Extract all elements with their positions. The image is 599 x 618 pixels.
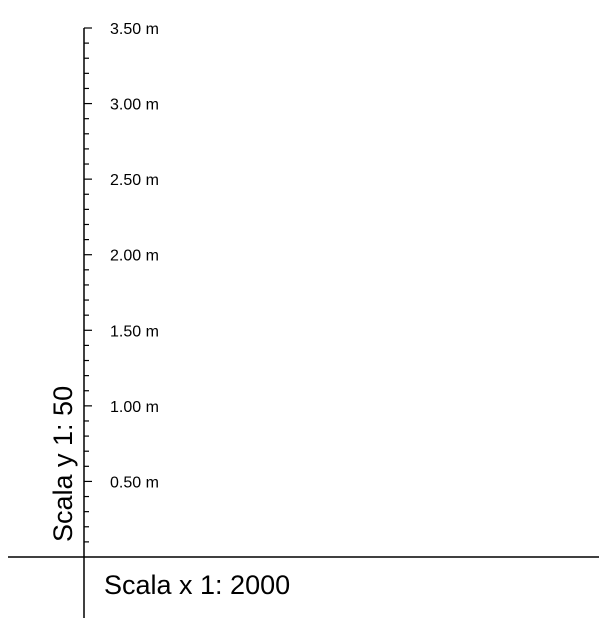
tick-label: 1.50 m (110, 323, 159, 340)
tick-label: 3.00 m (110, 97, 159, 114)
tick-label: 1.00 m (110, 399, 159, 416)
y-scale-ticks (84, 27, 92, 543)
tick-label: 2.00 m (110, 248, 159, 265)
y-scale-label: Scala y 1: 50 (48, 386, 78, 542)
y-scale-labels: 0.50 m 1.00 m 1.50 m 2.00 m 2.50 m 3.00 m 3.50… (110, 21, 159, 491)
x-scale-label: Scala x 1: 2000 (104, 570, 290, 600)
tick-label: 3.50 m (110, 21, 159, 38)
tick-label: 2.50 m (110, 172, 159, 189)
tick-label: 0.50 m (110, 474, 159, 491)
